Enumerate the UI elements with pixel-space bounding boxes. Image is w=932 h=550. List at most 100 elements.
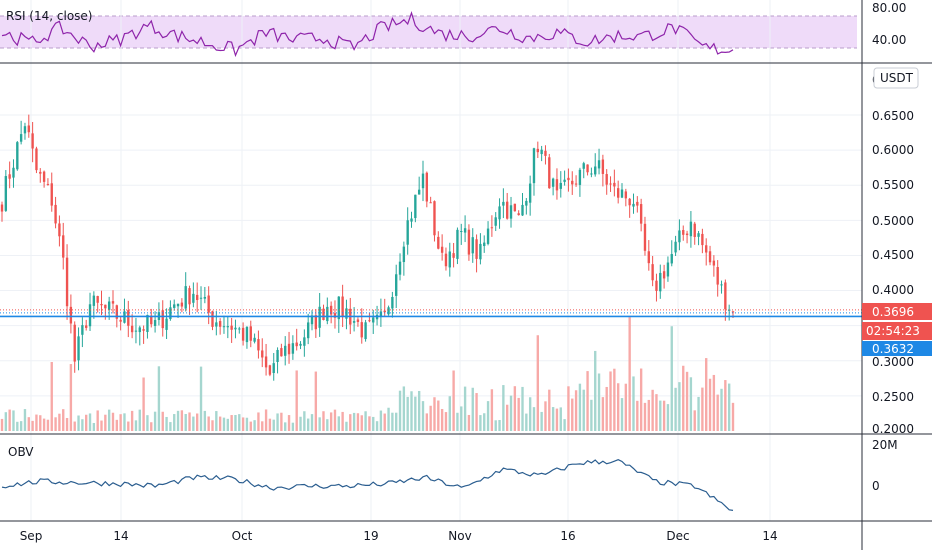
candle-down [651,264,654,281]
volume-bar [574,390,578,431]
candle-down [58,223,61,237]
volume-bar [391,412,394,431]
candle-down [712,260,716,266]
candle-up [272,363,275,374]
candle-up [4,176,8,211]
volume-bar [100,420,103,431]
candle-up [222,326,226,328]
candle-up [276,349,279,362]
volume-bar [134,420,138,431]
volume-bar [383,413,386,431]
volume-bar [375,421,379,431]
volume-bar [475,393,478,431]
volume-bar [463,386,467,431]
volume-bar [146,415,149,431]
volume-bar [368,416,371,431]
volume-bar [628,317,631,431]
volume-bar [605,386,608,431]
candle-up [173,304,176,308]
candle-down [322,308,325,320]
candle-up [479,243,482,260]
volume-bar [16,421,19,431]
currency-badge[interactable]: USDT [873,67,919,89]
candle-down [536,148,539,153]
candle-up [486,228,490,244]
candle-up [421,173,425,189]
volume-bar [651,389,654,431]
candle-up [138,327,141,333]
volume-bar [115,419,119,431]
candle-up [551,178,555,187]
candle-down [433,201,436,236]
volume-bar [188,412,191,431]
volume-bar [19,421,23,431]
volume-bar [318,417,321,431]
volume-bar [310,414,314,431]
candle-up [578,169,582,185]
candle-down [73,324,76,362]
volume-bar [724,380,727,431]
volume-bar [720,388,723,431]
volume-bar [521,386,524,431]
volume-bar [532,407,536,431]
volume-bar [77,415,80,431]
last-price-marker: 0.3696 [862,303,932,320]
candle-down [142,329,145,331]
candle-down [636,201,639,206]
candle-down [42,171,46,182]
time-label-nov: Nov [448,529,471,543]
candle-up [19,134,23,142]
candle-down [333,313,337,318]
volume-bar [689,377,693,431]
volume-bar [395,412,398,431]
volume-bar [306,418,310,431]
volume-bar [123,413,126,431]
candle-down [555,179,559,191]
candle-down [429,202,432,204]
candle-down [368,320,371,322]
volume-bar [555,408,559,431]
candle-down [8,174,11,179]
volume-bar [513,386,517,431]
candle-down [425,172,429,202]
volume-bar [345,421,348,431]
candle-up [176,303,180,307]
volume-bar [590,399,593,431]
volume-bar [85,414,88,431]
time-label-nov-16: 16 [560,529,575,543]
candle-up [448,251,451,268]
candle-up [674,241,677,253]
volume-bar [697,396,700,431]
volume-bar [73,421,76,431]
candlestick-series[interactable] [0,114,735,381]
candle-up [597,160,601,169]
candle-up [23,126,27,134]
volume-bar [636,400,639,431]
candle-up [528,183,532,203]
candle-down [39,171,42,174]
volume-bar [571,398,574,431]
volume-bar [234,415,237,431]
candle-up [215,322,218,327]
volume-bar [678,382,681,431]
volume-bar [245,417,249,431]
volume-bar [176,410,180,431]
candle-down [383,310,386,313]
candle-up [345,308,348,319]
volume-bar [4,412,8,431]
volume-bar [578,383,582,431]
volume-bar [674,387,677,431]
volume-bar [261,421,264,431]
volume-bar [218,416,222,431]
volume-bar [39,415,42,431]
volume-bar [322,411,325,431]
volume-bar [398,390,402,431]
candle-up [521,204,524,216]
obv-tick-0: 0 [872,479,880,493]
volume-bar [444,412,448,431]
candle-up [81,325,84,335]
candle-down [609,183,612,185]
volume-bar [264,409,268,431]
